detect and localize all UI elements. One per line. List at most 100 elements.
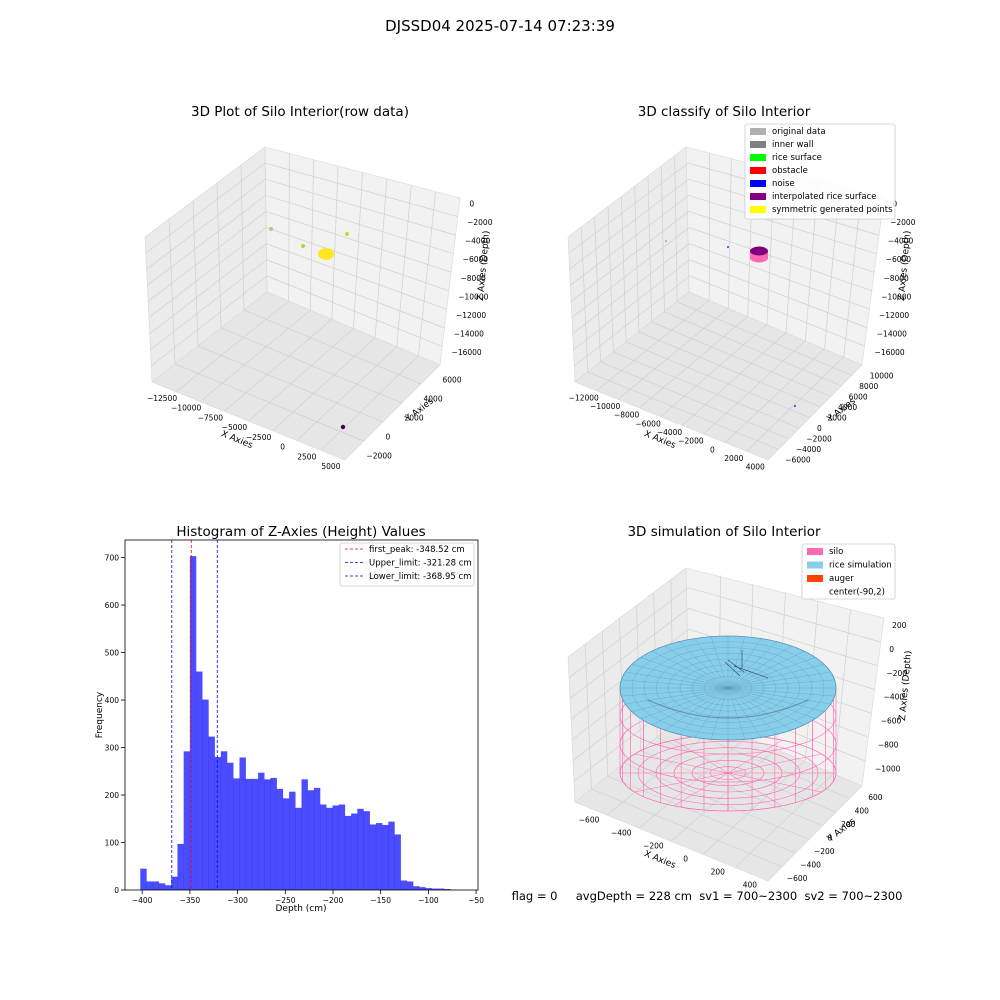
panel-raw-3d-title: 3D Plot of Silo Interior(row data) bbox=[191, 104, 409, 120]
z-tick-label: −8000 bbox=[883, 274, 909, 283]
grid-line bbox=[147, 194, 454, 286]
rice-mesh-spoke bbox=[727, 687, 762, 738]
z-tick-label: −10000 bbox=[458, 292, 488, 301]
histogram-bar bbox=[332, 805, 339, 890]
classify-interpolated-surface bbox=[750, 246, 768, 256]
x-tick-label: −6000 bbox=[635, 419, 661, 428]
classify-point bbox=[794, 405, 796, 407]
grid-line bbox=[843, 192, 862, 357]
grid-line bbox=[573, 259, 868, 351]
rice-mesh-spoke bbox=[727, 687, 792, 731]
histogram-bar bbox=[196, 671, 203, 890]
classify-legend: original data inner wall rice surface obsta… bbox=[750, 127, 893, 215]
y-tick-label: −4000 bbox=[796, 445, 822, 454]
grid-line bbox=[724, 348, 825, 443]
raw-point bbox=[340, 424, 346, 430]
histogram-bar bbox=[320, 804, 327, 890]
legend-label: obstacle bbox=[772, 166, 808, 176]
z-tick-label: −16000 bbox=[452, 348, 482, 357]
legend-label: inner wall bbox=[772, 140, 813, 150]
rice-simulation-surface bbox=[619, 635, 837, 741]
silo-floor-spoke bbox=[727, 772, 783, 807]
histogram-bar bbox=[289, 791, 296, 890]
grid-line bbox=[150, 259, 445, 351]
rice-mesh-spoke bbox=[727, 651, 805, 689]
z-tick-label: −6000 bbox=[886, 255, 912, 264]
histogram-bar bbox=[437, 888, 445, 890]
histogram-bar bbox=[301, 779, 308, 890]
grid-line bbox=[640, 750, 823, 827]
grid-line bbox=[331, 166, 339, 320]
auger-marks bbox=[724, 650, 769, 679]
rice-surface-dip bbox=[647, 699, 809, 719]
grid-line bbox=[674, 156, 678, 303]
x-tick-label: −400 bbox=[132, 896, 153, 905]
grid-line bbox=[833, 609, 851, 773]
y-tick-label: 600 bbox=[868, 793, 883, 802]
histogram-bar bbox=[444, 889, 451, 890]
grid-line bbox=[601, 631, 609, 777]
x-tick-label: −150 bbox=[370, 896, 391, 905]
legend-label: center(-90,2) bbox=[829, 588, 885, 598]
x-tick-label: −100 bbox=[418, 896, 439, 905]
histogram-bar bbox=[165, 885, 172, 890]
legend-label: Lower_limit: -368.95 cm bbox=[369, 572, 471, 582]
panel-raw-3d: 3D Plot of Silo Interior(row data) −1250… bbox=[144, 104, 493, 471]
grid-line bbox=[660, 324, 768, 417]
classify-3d-tick-labels: −12000−10000−8000−6000−4000−200002000400… bbox=[569, 200, 916, 472]
grid-line bbox=[146, 178, 456, 270]
grid-line bbox=[671, 748, 777, 842]
histogram-bar bbox=[183, 751, 191, 890]
panel-simulation-3d: 3D simulation of Silo Interior −600−400−… bbox=[567, 524, 914, 890]
histogram-bar bbox=[220, 751, 228, 890]
x-tick-label: −12500 bbox=[147, 394, 177, 403]
classify-3d-points bbox=[665, 240, 796, 407]
legend-label: symmetric generated points bbox=[772, 205, 893, 215]
raw-point-cluster bbox=[318, 248, 334, 260]
histogram-bar bbox=[375, 823, 383, 890]
x-tick-label: −200 bbox=[643, 842, 664, 851]
legend-swatch bbox=[807, 561, 823, 569]
legend-label: auger bbox=[829, 574, 854, 584]
x-tick-label: −8000 bbox=[614, 411, 640, 420]
rice-mesh-spoke bbox=[694, 638, 729, 689]
histogram-bar bbox=[152, 881, 160, 890]
legend-swatch bbox=[750, 193, 766, 200]
z-tick-label: −12000 bbox=[879, 311, 909, 320]
grid-line bbox=[746, 356, 845, 452]
histogram-legend-box bbox=[339, 542, 475, 587]
histogram-y-ticks: 0 100 200 300 400 500 600 700 bbox=[105, 554, 125, 895]
grid-line bbox=[374, 178, 388, 338]
rice-mesh-spoke bbox=[631, 687, 729, 712]
x-tick-label: 400 bbox=[743, 881, 758, 890]
x-tick-label: −7500 bbox=[198, 413, 224, 422]
grid-line bbox=[607, 206, 614, 353]
panel-histogram: Histogram of Z-Axies (Height) Values −40… bbox=[95, 524, 484, 914]
legend-label: rice surface bbox=[772, 153, 822, 163]
y-tick-label: −400 bbox=[800, 861, 821, 870]
y-tick-label: 6000 bbox=[443, 376, 462, 385]
legend-swatch bbox=[750, 180, 766, 187]
silo-floor-spoke bbox=[727, 753, 822, 774]
grid-line bbox=[606, 723, 720, 816]
grid-line bbox=[248, 328, 354, 422]
y-tick-label: 6000 bbox=[849, 392, 868, 401]
y-tick-label: 2000 bbox=[405, 414, 424, 423]
grid-line bbox=[148, 227, 450, 318]
grid-line bbox=[175, 300, 289, 393]
grid-line bbox=[613, 351, 800, 429]
histogram-bar bbox=[307, 790, 315, 890]
histogram-bar bbox=[214, 757, 222, 890]
grid-line bbox=[288, 153, 290, 302]
rice-mesh-spoke bbox=[651, 651, 729, 689]
y-tick-label: 200 bbox=[841, 820, 856, 829]
figure-title: DJSSD04 2025-07-14 07:23:39 bbox=[385, 17, 615, 35]
grid-line bbox=[216, 182, 222, 329]
histogram-bar bbox=[258, 772, 265, 890]
footer-status-text: flag = 0 avgDepth = 228 cm sv1 = 700~230… bbox=[512, 889, 903, 903]
grid-line bbox=[570, 211, 875, 302]
rice-mesh-spoke bbox=[727, 687, 825, 712]
legend-swatch bbox=[807, 548, 823, 555]
x-tick-label: −12000 bbox=[569, 393, 599, 402]
grid-line bbox=[200, 309, 311, 402]
